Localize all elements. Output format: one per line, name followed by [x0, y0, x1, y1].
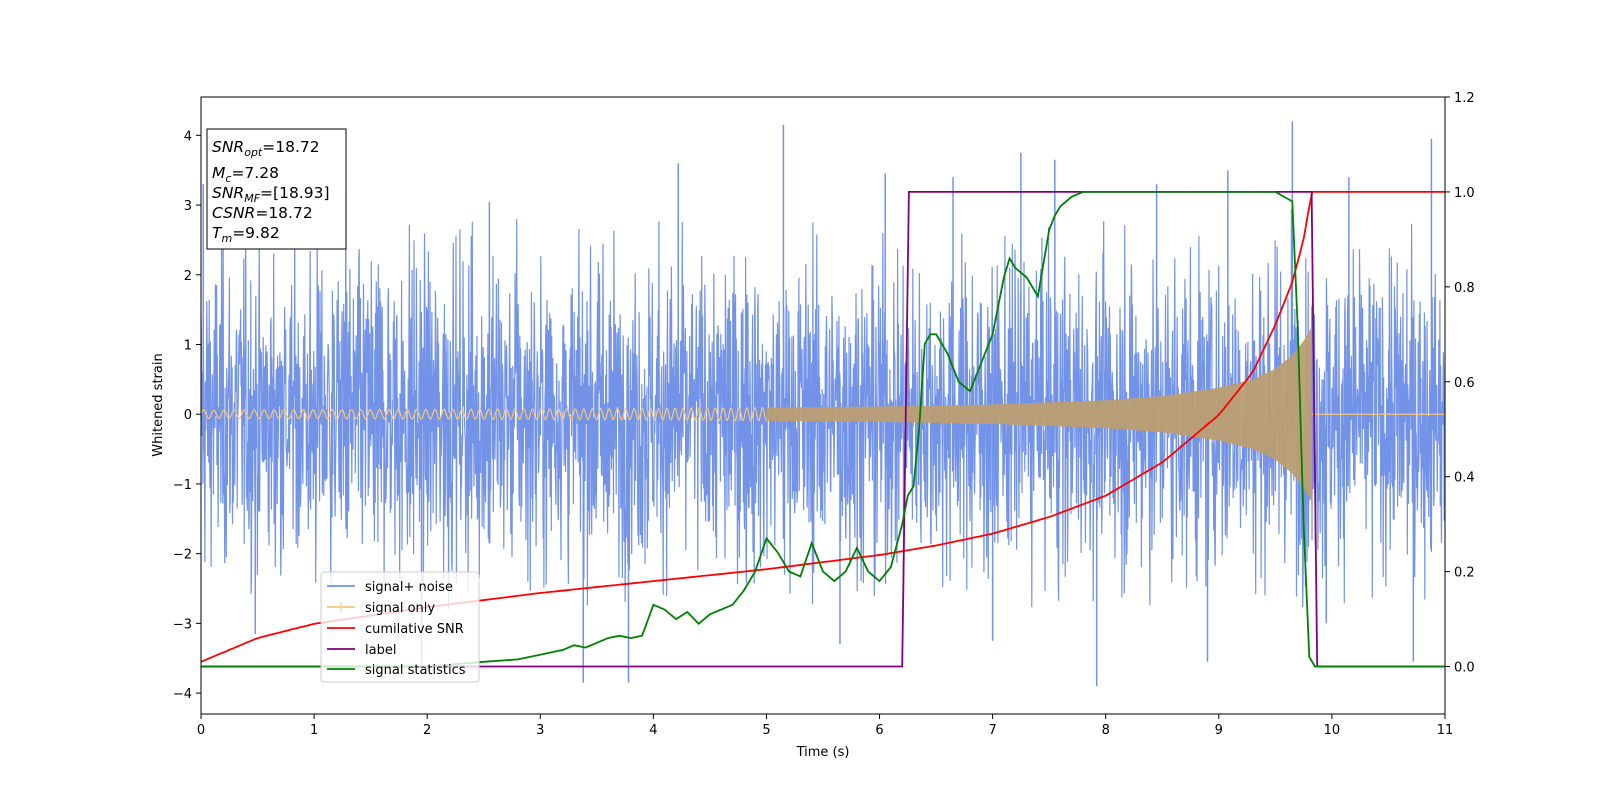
y2-tick-label: 0.4	[1454, 471, 1475, 486]
x-tick-label: 3	[536, 723, 544, 738]
y2-tick-label: 1.2	[1454, 91, 1475, 106]
y-tick-label: 4	[184, 129, 192, 144]
legend-label-signal: signal only	[365, 601, 435, 616]
info-mc: Mc=7.28	[212, 164, 279, 185]
y-axis-label: Whitened strain	[151, 353, 166, 456]
y-tick-label: 2	[184, 269, 192, 284]
x-tick-label: 5	[762, 723, 770, 738]
x-tick-label: 7	[988, 723, 996, 738]
info-snr-opt: SNRopt=18.72	[212, 138, 320, 159]
y-tick-label: −2	[173, 548, 192, 563]
y-tick-label: −1	[173, 478, 192, 493]
legend-label-label: label	[365, 643, 396, 658]
x-tick-label: 6	[875, 723, 883, 738]
y2-tick-label: 0.2	[1454, 566, 1475, 581]
info-snr-mf: SNRMF=[18.93]	[212, 184, 330, 205]
signal-chirp	[201, 406, 767, 422]
x-tick-label: 1	[310, 723, 318, 738]
y-tick-label: −3	[173, 617, 192, 632]
y-tick-label: 1	[184, 338, 192, 353]
legend-label-snr: cumilative SNR	[365, 622, 464, 637]
y-tick-label: 3	[184, 199, 192, 214]
x-tick-label: 11	[1437, 723, 1454, 738]
x-tick-label: 10	[1324, 723, 1341, 738]
info-box: SNRopt=18.72 Mc=7.28 SNRMF=[18.93] CSNR=…	[206, 128, 347, 250]
signal-only-series	[201, 406, 1445, 422]
x-tick-label: 4	[649, 723, 657, 738]
signal-noise-series	[201, 121, 1445, 687]
x-tick-label: 8	[1102, 723, 1110, 738]
signal-statistics-line	[201, 191, 1445, 668]
x-axis-ticks: 0 1 2 3 4 5 6 7 8 9 10 11	[197, 714, 1453, 738]
overlap-band	[766, 327, 1312, 502]
y2-tick-label: 1.0	[1454, 186, 1475, 201]
y-axis-ticks: −4 −3 −2 −1 0 1 2 3 4	[173, 129, 201, 702]
plot-frame	[200, 96, 1446, 715]
y2-tick-label: 0.6	[1454, 376, 1475, 391]
y-tick-label: −4	[173, 687, 192, 702]
y-tick-label: 0	[184, 408, 192, 423]
y2-axis-ticks: 0.0 0.2 0.4 0.6 0.8 1.0 1.2	[1445, 91, 1475, 676]
x-tick-label: 0	[197, 723, 205, 738]
signal-envelope	[766, 327, 1312, 502]
x-axis-label: Time (s)	[796, 745, 850, 760]
info-csnr: CSNR=18.72	[212, 204, 313, 222]
x-tick-label: 9	[1215, 723, 1223, 738]
y2-tick-label: 0.0	[1454, 661, 1475, 676]
x-tick-label: 2	[423, 723, 431, 738]
plot-area	[201, 121, 1445, 687]
noise-trace	[201, 209, 1445, 610]
legend-label-noise: signal+ noise	[365, 580, 453, 595]
legend: signal+ noise signal only cumilative SNR…	[320, 571, 480, 683]
legend-label-stat: signal statistics	[365, 663, 466, 678]
info-tm: Tm=9.82	[212, 224, 280, 245]
y2-tick-label: 0.8	[1454, 281, 1475, 296]
